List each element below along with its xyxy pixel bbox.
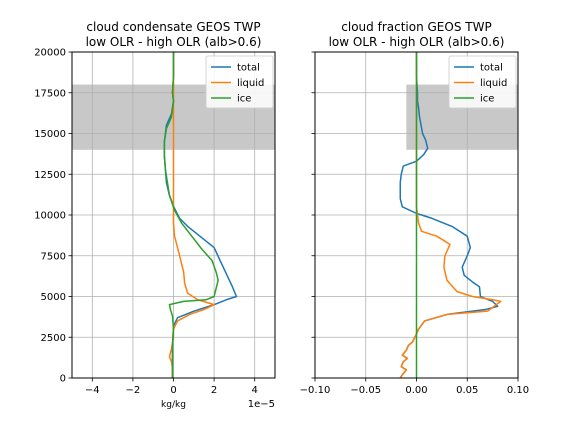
x-tick-label: −4: [85, 385, 100, 396]
series-line-liquid: [399, 52, 502, 378]
legend: total liquid ice: [448, 55, 517, 109]
x-tick-label: 4: [252, 385, 258, 396]
y-tick-label: 7500: [41, 251, 66, 262]
legend-label-ice: ice: [480, 94, 494, 105]
legend: total liquid ice: [205, 55, 274, 109]
x-tick-label: −0.10: [300, 385, 331, 396]
condensate-panel: −4 −2 0 2 4 0 2500 5000 7500 10000 12500 15000 17500…: [34, 20, 276, 410]
chart-title-line: cloud fraction GEOS TWP: [341, 20, 491, 34]
x-tick-label: −2: [126, 385, 141, 396]
y-tick-label: 15000: [34, 129, 66, 140]
x-axis-label: kg/kg: [161, 400, 186, 410]
y-tick-label: 5000: [41, 292, 66, 303]
y-tick-label: 10000: [34, 211, 66, 222]
legend-label-total: total: [480, 63, 503, 74]
series-line-liquid: [168, 52, 215, 378]
x-tick-label: 0.00: [405, 385, 427, 396]
y-tick-label: 12500: [34, 170, 66, 181]
chart-title-line: low OLR - high OLR (alb>0.6): [329, 35, 505, 49]
chart-title-line: low OLR - high OLR (alb>0.6): [86, 35, 262, 49]
x-axis-offset-text: 1e−5: [248, 399, 275, 410]
y-tick-label: 17500: [34, 88, 66, 99]
cloud-fraction-panel: −0.10 −0.05 0.00 0.05 0.10 cloud fraction GEO…: [300, 20, 529, 396]
legend-label-ice: ice: [237, 94, 251, 105]
series-line-total: [163, 52, 238, 378]
legend-label-liquid: liquid: [237, 78, 264, 89]
y-tick-label: 0: [60, 374, 66, 385]
x-tick-label: 0.10: [507, 385, 529, 396]
x-tick-label: −0.05: [350, 385, 381, 396]
chart-title-line: cloud condensate GEOS TWP: [86, 20, 260, 34]
y-tick-label: 20000: [34, 48, 66, 59]
x-tick-label: 0: [170, 385, 176, 396]
series-line-ice: [163, 52, 219, 378]
legend-label-liquid: liquid: [480, 78, 507, 89]
y-tick-label: 2500: [41, 333, 66, 344]
x-tick-label: 0.05: [456, 385, 478, 396]
x-tick-label: 2: [211, 385, 217, 396]
legend-label-total: total: [237, 63, 260, 74]
